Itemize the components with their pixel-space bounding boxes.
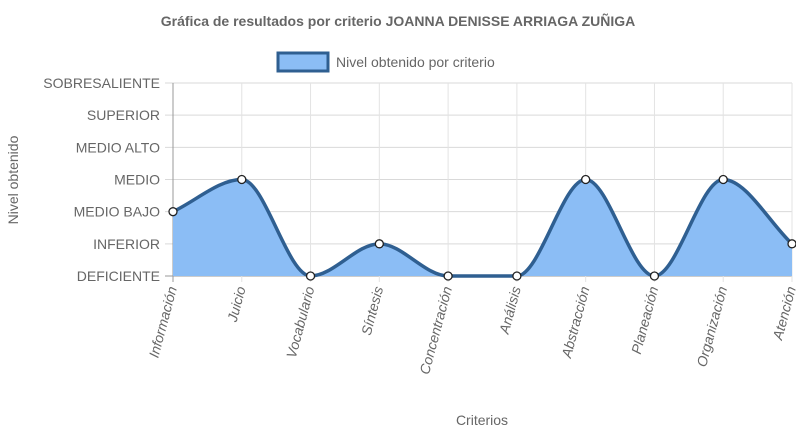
x-axis-ticks: Información Juicio Vocabulario Síntesis Conc… [146,284,796,376]
legend[interactable]: Nivel obtenido por criterio [276,51,495,73]
x-tick-label: Planeación [628,284,661,355]
y-tick-label: MEDIO [114,172,160,188]
y-tick-label: SUPERIOR [87,107,160,123]
y-tick-label: MEDIO BAJO [74,204,160,220]
y-tick-label: DEFICIENTE [77,268,160,284]
area-fill [173,179,792,276]
data-point-5[interactable] [512,271,522,281]
data-point-9[interactable] [787,239,796,249]
y-axis-title: Nivel obtenido [5,135,21,224]
chart-title: Gráfica de resultados por criterio JOANN… [161,12,636,29]
data-point-0[interactable] [168,207,178,217]
x-tick-label: Abstracción [558,284,593,360]
data-points [168,174,796,281]
y-axis-ticks: DEFICIENTE INFERIOR MEDIO BAJO MEDIO MEDIO A… [43,75,160,284]
data-point-3[interactable] [374,239,384,249]
x-tick-label: Análisis [496,285,524,337]
x-axis-title: Criterios [456,412,508,428]
x-tick-label: Organización [693,284,730,368]
data-point-6[interactable] [581,174,591,185]
x-tick-label: Síntesis [358,285,386,337]
x-tick-label: Atención [769,284,796,342]
x-tick-label: Vocabulario [283,284,318,359]
data-point-7[interactable] [649,271,660,281]
data-point-1[interactable] [237,174,247,185]
legend-swatch [276,51,330,73]
x-tick-label: Concentración [416,284,455,376]
x-tick-label: Información [146,284,180,359]
data-point-8[interactable] [718,174,728,185]
x-tick-label: Juicio [224,284,249,324]
y-tick-label: MEDIO ALTO [76,139,160,155]
y-tick-label: SOBRESALIENTE [43,75,160,91]
y-tick-label: INFERIOR [93,236,160,252]
legend-label: Nivel obtenido por criterio [336,54,495,70]
data-point-2[interactable] [305,271,316,281]
data-point-4[interactable] [443,271,453,281]
